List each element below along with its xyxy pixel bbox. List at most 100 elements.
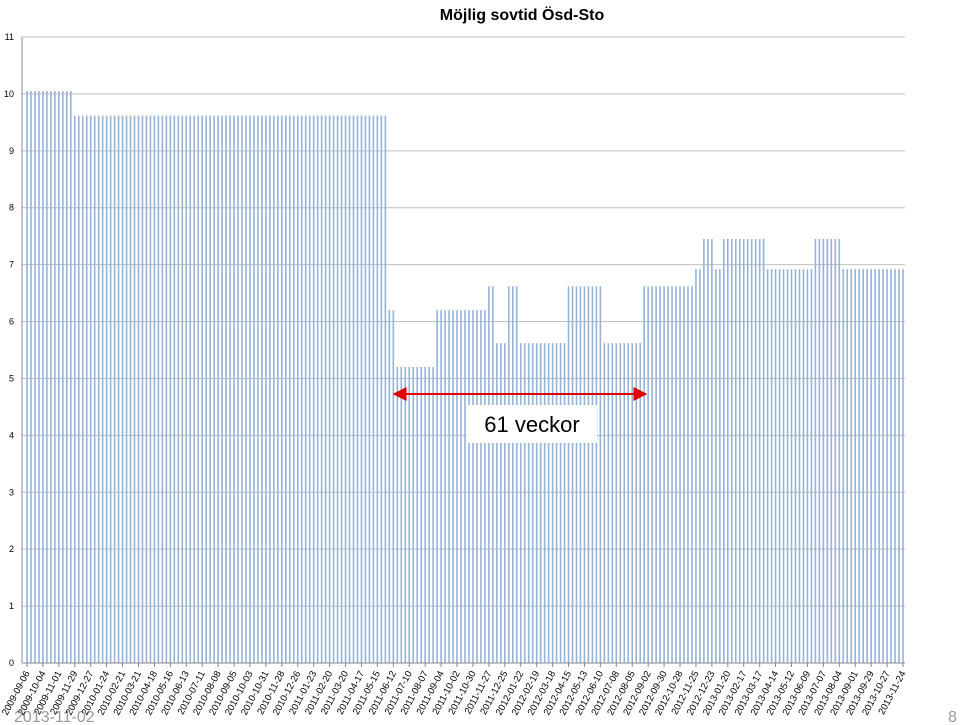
bar [93,115,96,663]
bar [416,367,419,663]
page-number: 8 [948,709,957,725]
bar [372,115,375,663]
bar [595,286,598,663]
bar [639,343,641,663]
bar [384,115,387,663]
bar [492,286,494,663]
bar [70,91,72,663]
bar [583,286,586,663]
bar [667,286,669,663]
bar [360,115,363,663]
bar [695,269,697,663]
bar [62,91,64,663]
bar [647,286,649,663]
bar [746,239,749,663]
bar [408,367,411,663]
bar [631,343,634,663]
bar [822,239,825,663]
bar [862,269,864,663]
bar [890,269,892,663]
bar [161,115,164,663]
bar [719,269,721,663]
y-tick-label: 10 [4,89,14,99]
bar [679,286,681,663]
bar [209,115,211,663]
bar [73,115,76,663]
bar [189,115,192,663]
bar [579,286,582,663]
bar [316,115,319,663]
bar [894,269,896,663]
bar [312,115,315,663]
bar [671,286,673,663]
bar [265,115,267,663]
bar [428,367,430,663]
bar [675,286,677,663]
chart-title: Möjlig sovtid Ösd-Sto [440,5,605,24]
bar [830,239,833,663]
bar [515,286,518,663]
bar [727,239,729,663]
bar [870,269,872,663]
bar [85,115,88,663]
bar [770,269,773,663]
bar [519,343,522,663]
bar [703,239,705,663]
bar [444,310,446,663]
bar [34,91,36,663]
bar [424,367,426,663]
bar [173,115,176,663]
bar [711,239,713,663]
bar [340,115,343,663]
bar [651,286,653,663]
bar [511,286,514,663]
bar [591,286,594,663]
bar [838,239,841,663]
bar [472,310,474,663]
bar [778,269,781,663]
bar [523,343,526,663]
bar [328,115,331,663]
bar [392,310,395,663]
bar [854,269,857,663]
bar [774,269,777,663]
bar [432,367,434,663]
bar [527,343,530,663]
bar [58,91,60,663]
bar [304,115,307,663]
bar [500,343,502,663]
bar [233,115,235,663]
bar [452,310,454,663]
bar [635,343,638,663]
bar [555,343,558,663]
bar [81,115,84,663]
bar [734,239,737,663]
y-tick-label: 2 [9,544,14,554]
bar [699,269,701,663]
bar [571,286,574,663]
bar [750,239,753,663]
bar [169,115,172,663]
bar [237,115,239,663]
bar [205,115,207,663]
bar [738,239,741,663]
bar [352,115,355,663]
bar [567,286,570,663]
bar [715,269,717,663]
bar [273,115,275,663]
bar [356,115,359,663]
bar [217,115,219,663]
bar [587,286,590,663]
bar [659,286,661,663]
bar [683,286,685,663]
bar [285,115,287,663]
bar [420,367,422,663]
bar [818,239,821,663]
footer-date: 2013-11-02 [14,709,95,725]
bar [480,310,482,663]
bar [794,269,797,663]
annotation-box [467,405,597,443]
bar [50,91,52,663]
bar [723,239,725,663]
bar [814,239,817,663]
